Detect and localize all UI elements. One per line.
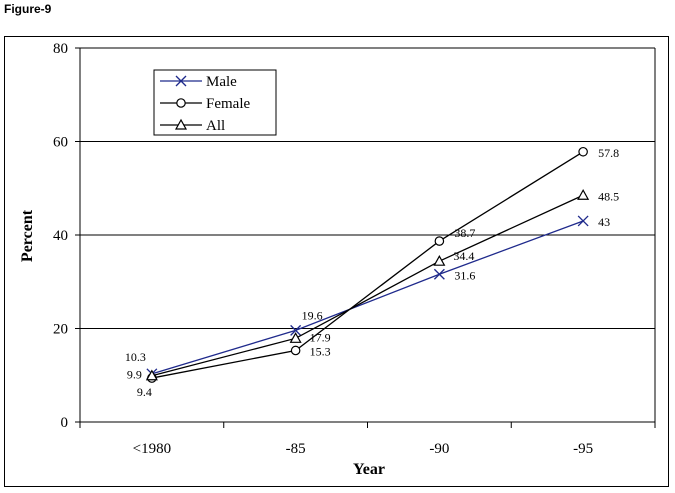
data-labels: 10.3 19.6 31.6 43 9.4 15.3 38.7 57.8 9.9 17.9 34.4… bbox=[125, 146, 619, 399]
y-axis-label: Percent bbox=[19, 209, 36, 262]
marker-all bbox=[145, 369, 158, 381]
data-label-all: 48.5 bbox=[598, 189, 619, 203]
axes: 0 20 40 60 80 <1980 -85 -90 -95 bbox=[53, 41, 656, 457]
data-label-male: 43 bbox=[598, 215, 610, 229]
y-tick-label: 80 bbox=[53, 41, 68, 57]
figure-label: Figure-9 bbox=[4, 2, 52, 16]
series-line-female bbox=[151, 151, 584, 379]
legend-marker-all bbox=[174, 118, 188, 130]
chart-frame bbox=[4, 36, 669, 487]
legend-label-male: Male bbox=[206, 74, 237, 90]
marker-male bbox=[433, 268, 445, 280]
legend-marker-male-stroke bbox=[175, 75, 187, 87]
legend-label-all: All bbox=[206, 118, 225, 134]
data-label-male: 19.6 bbox=[302, 308, 323, 322]
marker-male-stroke bbox=[433, 268, 445, 280]
y-tick-label: 60 bbox=[53, 135, 68, 151]
marker-female bbox=[578, 146, 588, 157]
y-tick-label: 20 bbox=[53, 322, 68, 338]
marker-male-stroke bbox=[577, 215, 589, 227]
series-layer bbox=[145, 146, 590, 383]
marker-male-stroke bbox=[290, 324, 302, 336]
data-label-female: 9.4 bbox=[137, 385, 152, 399]
data-label-male: 10.3 bbox=[125, 350, 146, 364]
marker-male bbox=[290, 324, 302, 336]
marker-all bbox=[289, 332, 302, 343]
data-label-female: 57.8 bbox=[598, 146, 619, 160]
data-label-all: 34.4 bbox=[453, 249, 474, 263]
x-tick-label: -85 bbox=[286, 441, 306, 457]
data-label-female: 15.3 bbox=[310, 344, 331, 358]
series-line-all bbox=[151, 194, 584, 377]
data-label-all: 9.9 bbox=[127, 368, 142, 382]
data-label-all: 17.9 bbox=[310, 330, 331, 344]
x-axis-label: Year bbox=[353, 461, 385, 478]
marker-female bbox=[290, 345, 301, 356]
y-tick-label: 40 bbox=[53, 228, 68, 244]
marker-all bbox=[433, 254, 446, 266]
x-tick-label: -90 bbox=[429, 441, 449, 457]
data-label-female: 38.7 bbox=[454, 226, 475, 240]
x-tick-label: <1980 bbox=[133, 441, 171, 457]
y-tick-label: 0 bbox=[61, 415, 69, 431]
marker-all bbox=[577, 189, 590, 200]
legend-marker-male bbox=[175, 75, 187, 87]
legend: Male Female All bbox=[153, 69, 277, 136]
series-line-male bbox=[151, 220, 584, 375]
marker-male bbox=[577, 215, 589, 227]
marker-female bbox=[434, 236, 445, 246]
legend-label-female: Female bbox=[206, 96, 250, 112]
data-label-male: 31.6 bbox=[454, 268, 475, 282]
x-tick-label: -95 bbox=[573, 441, 593, 457]
legend-marker-female bbox=[176, 98, 186, 108]
